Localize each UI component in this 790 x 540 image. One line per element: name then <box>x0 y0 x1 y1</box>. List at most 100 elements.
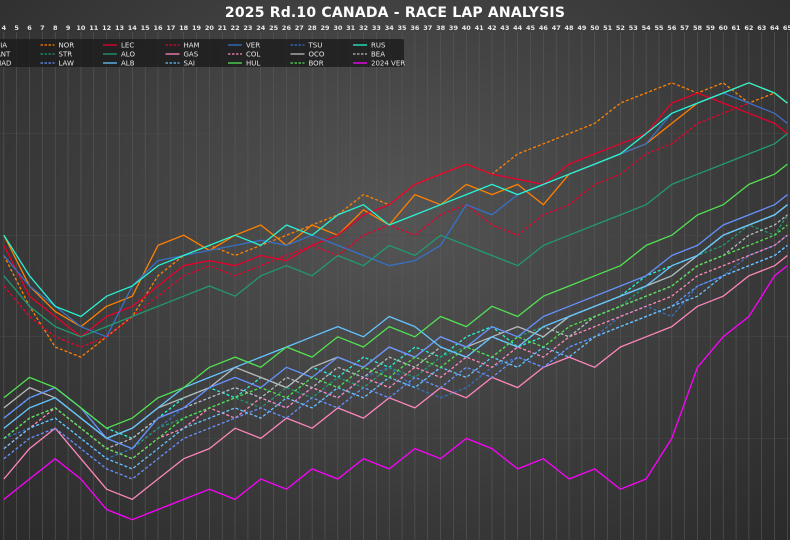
legend-label: VER <box>246 42 260 50</box>
x-tick-label: 48 <box>565 24 575 32</box>
x-tick-label: 14 <box>128 24 138 32</box>
x-tick-label: 33 <box>372 24 381 32</box>
x-tick-label: 5 <box>14 24 19 32</box>
x-tick-label: 45 <box>526 24 536 32</box>
x-tick-label: 28 <box>308 24 318 32</box>
legend-label: HAM <box>184 42 200 50</box>
x-tick-label: 58 <box>693 24 703 32</box>
x-tick-label: 34 <box>385 24 395 32</box>
x-tick-label: 13 <box>115 24 124 32</box>
x-axis-ticks: 4 5 6 7 8 9 10 11 12 13 14 15 16 17 18 19 20 21 22 23 24 25 26… <box>2 24 790 32</box>
x-tick-label: 60 <box>719 24 729 32</box>
x-tick-label: 44 <box>513 24 523 32</box>
legend-label: ANT <box>0 51 11 59</box>
x-tick-label: 12 <box>102 24 111 32</box>
x-tick-label: 56 <box>667 24 677 32</box>
x-tick-label: 64 <box>770 24 780 32</box>
legend-label: 2024 VER <box>371 60 405 68</box>
x-tick-label: 25 <box>269 24 279 32</box>
x-tick-label: 23 <box>243 24 252 32</box>
x-tick-label: 18 <box>179 24 189 32</box>
legend-label: LAW <box>59 60 74 68</box>
legend-label: COL <box>246 51 260 59</box>
x-tick-label: 54 <box>642 24 652 32</box>
legend-label: GAS <box>184 51 199 59</box>
series-line-tsu <box>3 234 788 460</box>
x-tick-label: 47 <box>552 24 561 32</box>
series-line-gas <box>3 254 788 501</box>
x-tick-label: 9 <box>66 24 71 32</box>
x-tick-label: 30 <box>333 24 343 32</box>
x-tick-label: 7 <box>40 24 45 32</box>
x-tick-label: 16 <box>153 24 163 32</box>
series-line-2024-ver <box>3 265 788 521</box>
x-tick-label: 29 <box>320 24 330 32</box>
series-line-lec <box>3 92 788 338</box>
series-line-bea <box>3 214 788 450</box>
x-tick-label: 8 <box>53 24 58 32</box>
series-line-pia <box>3 82 788 328</box>
x-tick-label: 24 <box>256 24 266 32</box>
series-line-hul <box>3 163 788 429</box>
x-tick-label: 26 <box>282 24 292 32</box>
x-tick-label: 46 <box>539 24 549 32</box>
legend-label: ALO <box>121 51 135 59</box>
x-tick-label: 20 <box>205 24 215 32</box>
legend-label: BEA <box>371 51 385 59</box>
x-tick-label: 32 <box>359 24 368 32</box>
legend-box <box>0 39 404 67</box>
legend-label: NOR <box>59 42 75 50</box>
x-tick-label: 22 <box>231 24 240 32</box>
x-tick-label: 59 <box>706 24 716 32</box>
x-tick-label: 50 <box>590 24 600 32</box>
x-tick-label: 52 <box>616 24 625 32</box>
x-tick-label: 51 <box>603 24 613 32</box>
x-tick-label: 37 <box>423 24 432 32</box>
x-tick-label: 4 <box>2 24 7 32</box>
x-tick-label: 55 <box>654 24 664 32</box>
x-tick-label: 39 <box>449 24 459 32</box>
legend-label: TSU <box>308 42 323 50</box>
legend-label: PIA <box>0 42 7 50</box>
x-tick-label: 49 <box>577 24 587 32</box>
legend-label: RUS <box>371 42 386 50</box>
chart-title: 2025 Rd.10 CANADA - RACE LAP ANALYSIS <box>224 5 566 21</box>
series-line-ant <box>3 204 788 440</box>
series-line-had <box>3 194 788 450</box>
legend-label: LEC <box>121 42 134 50</box>
x-tick-label: 42 <box>487 24 496 32</box>
legend-label: HAD <box>0 60 11 68</box>
x-tick-label: 40 <box>462 24 472 32</box>
legend-label: STR <box>59 51 73 59</box>
x-tick-label: 27 <box>295 24 304 32</box>
series-line-ver <box>3 92 788 338</box>
x-tick-label: 65 <box>783 24 790 32</box>
x-tick-label: 35 <box>398 24 408 32</box>
x-tick-label: 38 <box>436 24 446 32</box>
legend-label: SAI <box>184 60 195 68</box>
x-tick-label: 61 <box>732 24 742 32</box>
x-tick-label: 43 <box>500 24 509 32</box>
series-line-str <box>3 214 788 450</box>
x-tick-label: 15 <box>141 24 151 32</box>
series-line-col <box>3 234 788 460</box>
x-tick-label: 17 <box>166 24 175 32</box>
x-tick-label: 57 <box>680 24 689 32</box>
x-tick-label: 21 <box>218 24 228 32</box>
x-tick-label: 63 <box>757 24 766 32</box>
x-tick-label: 36 <box>410 24 420 32</box>
x-tick-label: 19 <box>192 24 202 32</box>
legend-label: OCO <box>309 51 325 59</box>
x-tick-label: 62 <box>744 24 753 32</box>
series-line-rus <box>3 82 788 318</box>
x-tick-label: 10 <box>76 24 86 32</box>
series-line-alo <box>3 133 788 338</box>
x-tick-label: 6 <box>27 24 32 32</box>
series-lines <box>3 82 788 521</box>
series-line-sai <box>3 244 788 470</box>
legend-label: BOR <box>309 60 324 68</box>
series-line-bor <box>3 224 788 460</box>
legend-label: ALB <box>121 60 135 68</box>
